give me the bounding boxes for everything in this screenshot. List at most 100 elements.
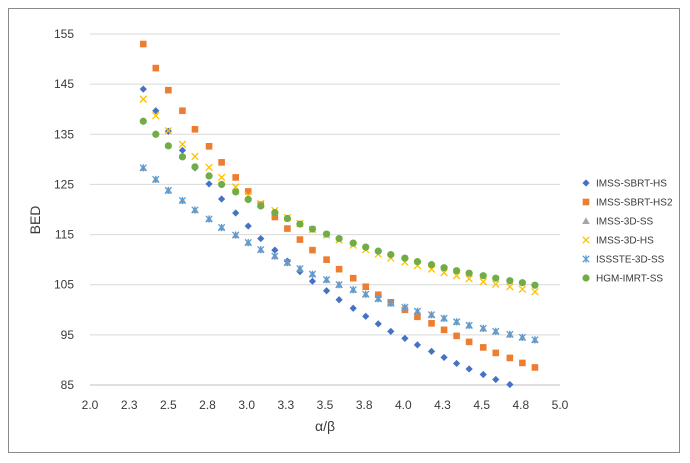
data-point (308, 277, 317, 285)
legend-marker (582, 274, 590, 282)
x-tick-label: 4.5 (473, 398, 490, 412)
data-point (428, 320, 435, 327)
data-point (427, 261, 436, 269)
data-point (531, 364, 539, 371)
data-point (205, 163, 213, 172)
data-point (465, 321, 473, 329)
data-point (465, 365, 473, 373)
data-point (257, 245, 265, 254)
data-point (453, 359, 461, 368)
data-point (465, 338, 473, 346)
data-point (465, 269, 473, 277)
data-point (335, 234, 343, 243)
y-tick-label: 135 (54, 127, 74, 141)
x-tick-label: 2.8 (199, 398, 216, 412)
data-point (232, 209, 240, 217)
data-point (152, 111, 160, 120)
legend-label: IMSS-SBRT-HS2 (596, 198, 673, 209)
x-tick-label: 3.5 (317, 398, 334, 412)
data-point (284, 225, 291, 232)
data-point (387, 299, 395, 307)
data-point (452, 318, 461, 326)
data-point (362, 283, 370, 291)
data-point (531, 287, 539, 296)
legend-label: IMSS-3D-HS (596, 236, 654, 247)
data-point (191, 206, 199, 214)
data-point (309, 246, 316, 254)
data-point (165, 86, 172, 94)
data-point (257, 202, 265, 210)
x-tick-label: 2.3 (121, 398, 138, 412)
series-issste-3d-ss (139, 164, 539, 344)
data-point (506, 282, 514, 291)
data-points (139, 40, 539, 389)
data-point (283, 258, 292, 267)
y-tick-label: 95 (61, 328, 75, 342)
data-point (205, 215, 213, 223)
data-point (139, 117, 147, 125)
y-tick-label: 145 (54, 77, 74, 91)
data-point (414, 313, 421, 321)
data-point (335, 265, 343, 273)
y-tick-label: 85 (61, 378, 75, 392)
data-point (296, 220, 304, 228)
data-point (492, 274, 500, 282)
data-point (349, 286, 357, 294)
data-point (413, 307, 422, 315)
data-point (479, 370, 487, 379)
data-point (335, 296, 343, 304)
series-imss-sbrt-hs2 (139, 40, 539, 371)
data-point (349, 239, 357, 247)
data-point (271, 252, 279, 260)
data-point (518, 285, 527, 293)
data-point (531, 336, 539, 344)
legend-label: ISSSTE-3D-SS (596, 255, 665, 266)
data-point (479, 324, 487, 332)
data-point (413, 258, 422, 266)
legend-label: IMSS-SBRT-HS (596, 179, 667, 190)
data-point (271, 208, 279, 217)
data-point (164, 127, 173, 135)
legend-item: IMSS-SBRT-HS (582, 179, 667, 190)
data-point (218, 180, 226, 189)
legend-marker (582, 179, 590, 187)
data-point (506, 354, 514, 362)
data-point (152, 175, 160, 184)
data-point (401, 303, 409, 311)
data-point (479, 344, 487, 351)
x-tick-label: 3.0 (238, 398, 255, 412)
data-point (453, 267, 461, 275)
data-point (271, 246, 279, 254)
data-point (387, 327, 395, 335)
data-point (164, 186, 172, 195)
data-point (139, 85, 147, 93)
data-point (531, 281, 539, 289)
data-point (374, 320, 382, 328)
y-tick-label: 155 (54, 27, 74, 41)
x-tick-label: 4.0 (395, 398, 412, 412)
data-point (519, 359, 526, 367)
chart-frame (8, 8, 680, 453)
data-point (440, 314, 448, 322)
x-tick-label: 3.8 (356, 398, 373, 412)
data-point (374, 291, 382, 299)
data-point (308, 225, 317, 233)
data-point (401, 334, 409, 342)
data-point (152, 107, 160, 115)
data-point (479, 272, 487, 280)
data-point (335, 281, 343, 289)
data-point (139, 95, 148, 103)
data-point (308, 270, 317, 278)
data-point (244, 188, 252, 195)
x-tick-label: 5.0 (552, 398, 569, 412)
data-point (178, 140, 187, 149)
series-imss-3d-hs (139, 95, 539, 296)
data-point (205, 180, 213, 188)
data-point (232, 188, 240, 196)
data-point (218, 195, 226, 203)
data-point (217, 223, 226, 232)
x-tick-label: 4.3 (434, 398, 451, 412)
legend-item: IMSS-3D-HS (582, 236, 654, 247)
data-point (492, 327, 500, 336)
